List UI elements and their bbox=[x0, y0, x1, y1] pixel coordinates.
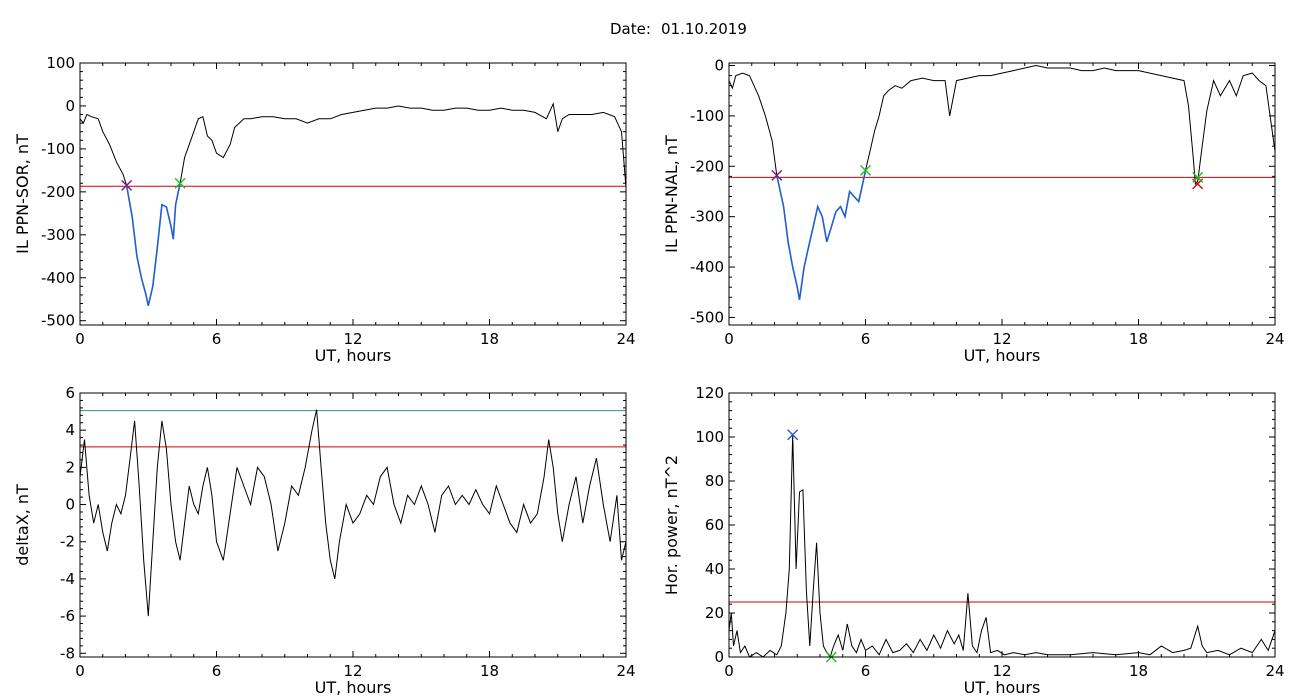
y-tick-label: 0 bbox=[65, 97, 75, 115]
y-tick-label: -500 bbox=[41, 312, 75, 330]
data-line bbox=[729, 434, 1275, 657]
x-tick-label: 12 bbox=[992, 330, 1011, 348]
y-tick-label: 120 bbox=[695, 384, 724, 402]
panel-4: 0 6 12 18 24 0 20 40 60 80 100 120 UT, hours Hor. pow… bbox=[662, 384, 1285, 697]
y-tick-label: -200 bbox=[690, 157, 724, 175]
panel-1: 0 6 12 18 24 -500 -400 -300 -200 -100 0 100 UT, hour… bbox=[13, 54, 636, 365]
y-tick-label: 0 bbox=[714, 648, 724, 666]
x-tick-label: 0 bbox=[724, 662, 734, 680]
x-tick-label: 24 bbox=[1265, 330, 1284, 348]
x-tick-label: 0 bbox=[75, 330, 85, 348]
y-tick-label: -2 bbox=[60, 533, 75, 551]
x-axis-title: UT, hours bbox=[315, 346, 392, 365]
x-tick-label: 18 bbox=[480, 662, 499, 680]
x-axis-title: UT, hours bbox=[315, 678, 392, 697]
x-tick-label: 6 bbox=[861, 662, 871, 680]
x-tick-label: 24 bbox=[616, 330, 635, 348]
date-label: Date: bbox=[610, 20, 651, 38]
y-tick-label: 6 bbox=[65, 384, 75, 402]
x-axis-title: UT, hours bbox=[964, 678, 1041, 697]
end-marker bbox=[860, 164, 871, 176]
plot-frame bbox=[79, 392, 627, 658]
plot-frame bbox=[79, 62, 627, 326]
highlighted-segment bbox=[125, 183, 181, 306]
end-marker bbox=[1192, 171, 1204, 183]
y-tick-label: 20 bbox=[705, 604, 724, 622]
start-marker bbox=[121, 179, 133, 191]
x-tick-label: 24 bbox=[1265, 662, 1284, 680]
y-axis-title: IL PPN-SOR, nT bbox=[13, 134, 32, 254]
y-tick-label: -4 bbox=[60, 570, 75, 588]
date-value: 01.10.2019 bbox=[661, 20, 747, 38]
x-tick-label: 18 bbox=[480, 330, 499, 348]
x-tick-label: 0 bbox=[75, 662, 85, 680]
x-tick-label: 12 bbox=[992, 662, 1011, 680]
y-axis-title: Hor. power, nT^2 bbox=[662, 455, 681, 595]
y-tick-label: 0 bbox=[65, 496, 75, 514]
y-tick-label: 60 bbox=[705, 516, 724, 534]
y-axis-title: deltaX, nT bbox=[13, 484, 32, 566]
y-tick-label: -100 bbox=[690, 107, 724, 125]
x-tick-label: 6 bbox=[212, 330, 222, 348]
y-tick-label: 2 bbox=[65, 458, 75, 476]
panel-2: 0 6 12 18 24 -500 -400 -300 -200 -100 0 UT, hours IL… bbox=[662, 57, 1285, 365]
highlighted-segment bbox=[776, 170, 867, 300]
y-tick-label: -300 bbox=[690, 208, 724, 226]
y-tick-label: 40 bbox=[705, 560, 724, 578]
x-tick-label: 18 bbox=[1129, 662, 1148, 680]
x-tick-label: 18 bbox=[1129, 330, 1148, 348]
y-tick-label: -400 bbox=[41, 269, 75, 287]
y-tick-label: 4 bbox=[65, 421, 75, 439]
y-tick-label: -200 bbox=[41, 183, 75, 201]
x-tick-label: 0 bbox=[724, 330, 734, 348]
x-tick-label: 6 bbox=[212, 662, 222, 680]
data-line bbox=[80, 409, 626, 617]
y-tick-label: 100 bbox=[695, 428, 724, 446]
y-tick-label: -500 bbox=[690, 308, 724, 326]
y-tick-label: 0 bbox=[714, 57, 724, 75]
y-tick-label: -100 bbox=[41, 140, 75, 158]
plot-frame bbox=[728, 62, 1276, 326]
end-marker bbox=[174, 177, 186, 189]
y-axis-title: IL PPN-NAL, nT bbox=[662, 135, 681, 253]
peak-marker bbox=[787, 429, 799, 441]
x-tick-label: 12 bbox=[343, 662, 362, 680]
start-marker bbox=[771, 169, 783, 181]
plot-frame bbox=[728, 392, 1276, 658]
x-tick-label: 6 bbox=[861, 330, 871, 348]
y-tick-label: -6 bbox=[60, 607, 75, 625]
y-tick-label: -8 bbox=[60, 644, 75, 662]
y-tick-label: 80 bbox=[705, 472, 724, 490]
y-tick-label: -300 bbox=[41, 226, 75, 244]
x-tick-label: 24 bbox=[616, 662, 635, 680]
x-tick-label: 12 bbox=[343, 330, 362, 348]
y-tick-label: -400 bbox=[690, 258, 724, 276]
y-tick-label: 100 bbox=[46, 54, 75, 72]
x-axis-title: UT, hours bbox=[964, 346, 1041, 365]
